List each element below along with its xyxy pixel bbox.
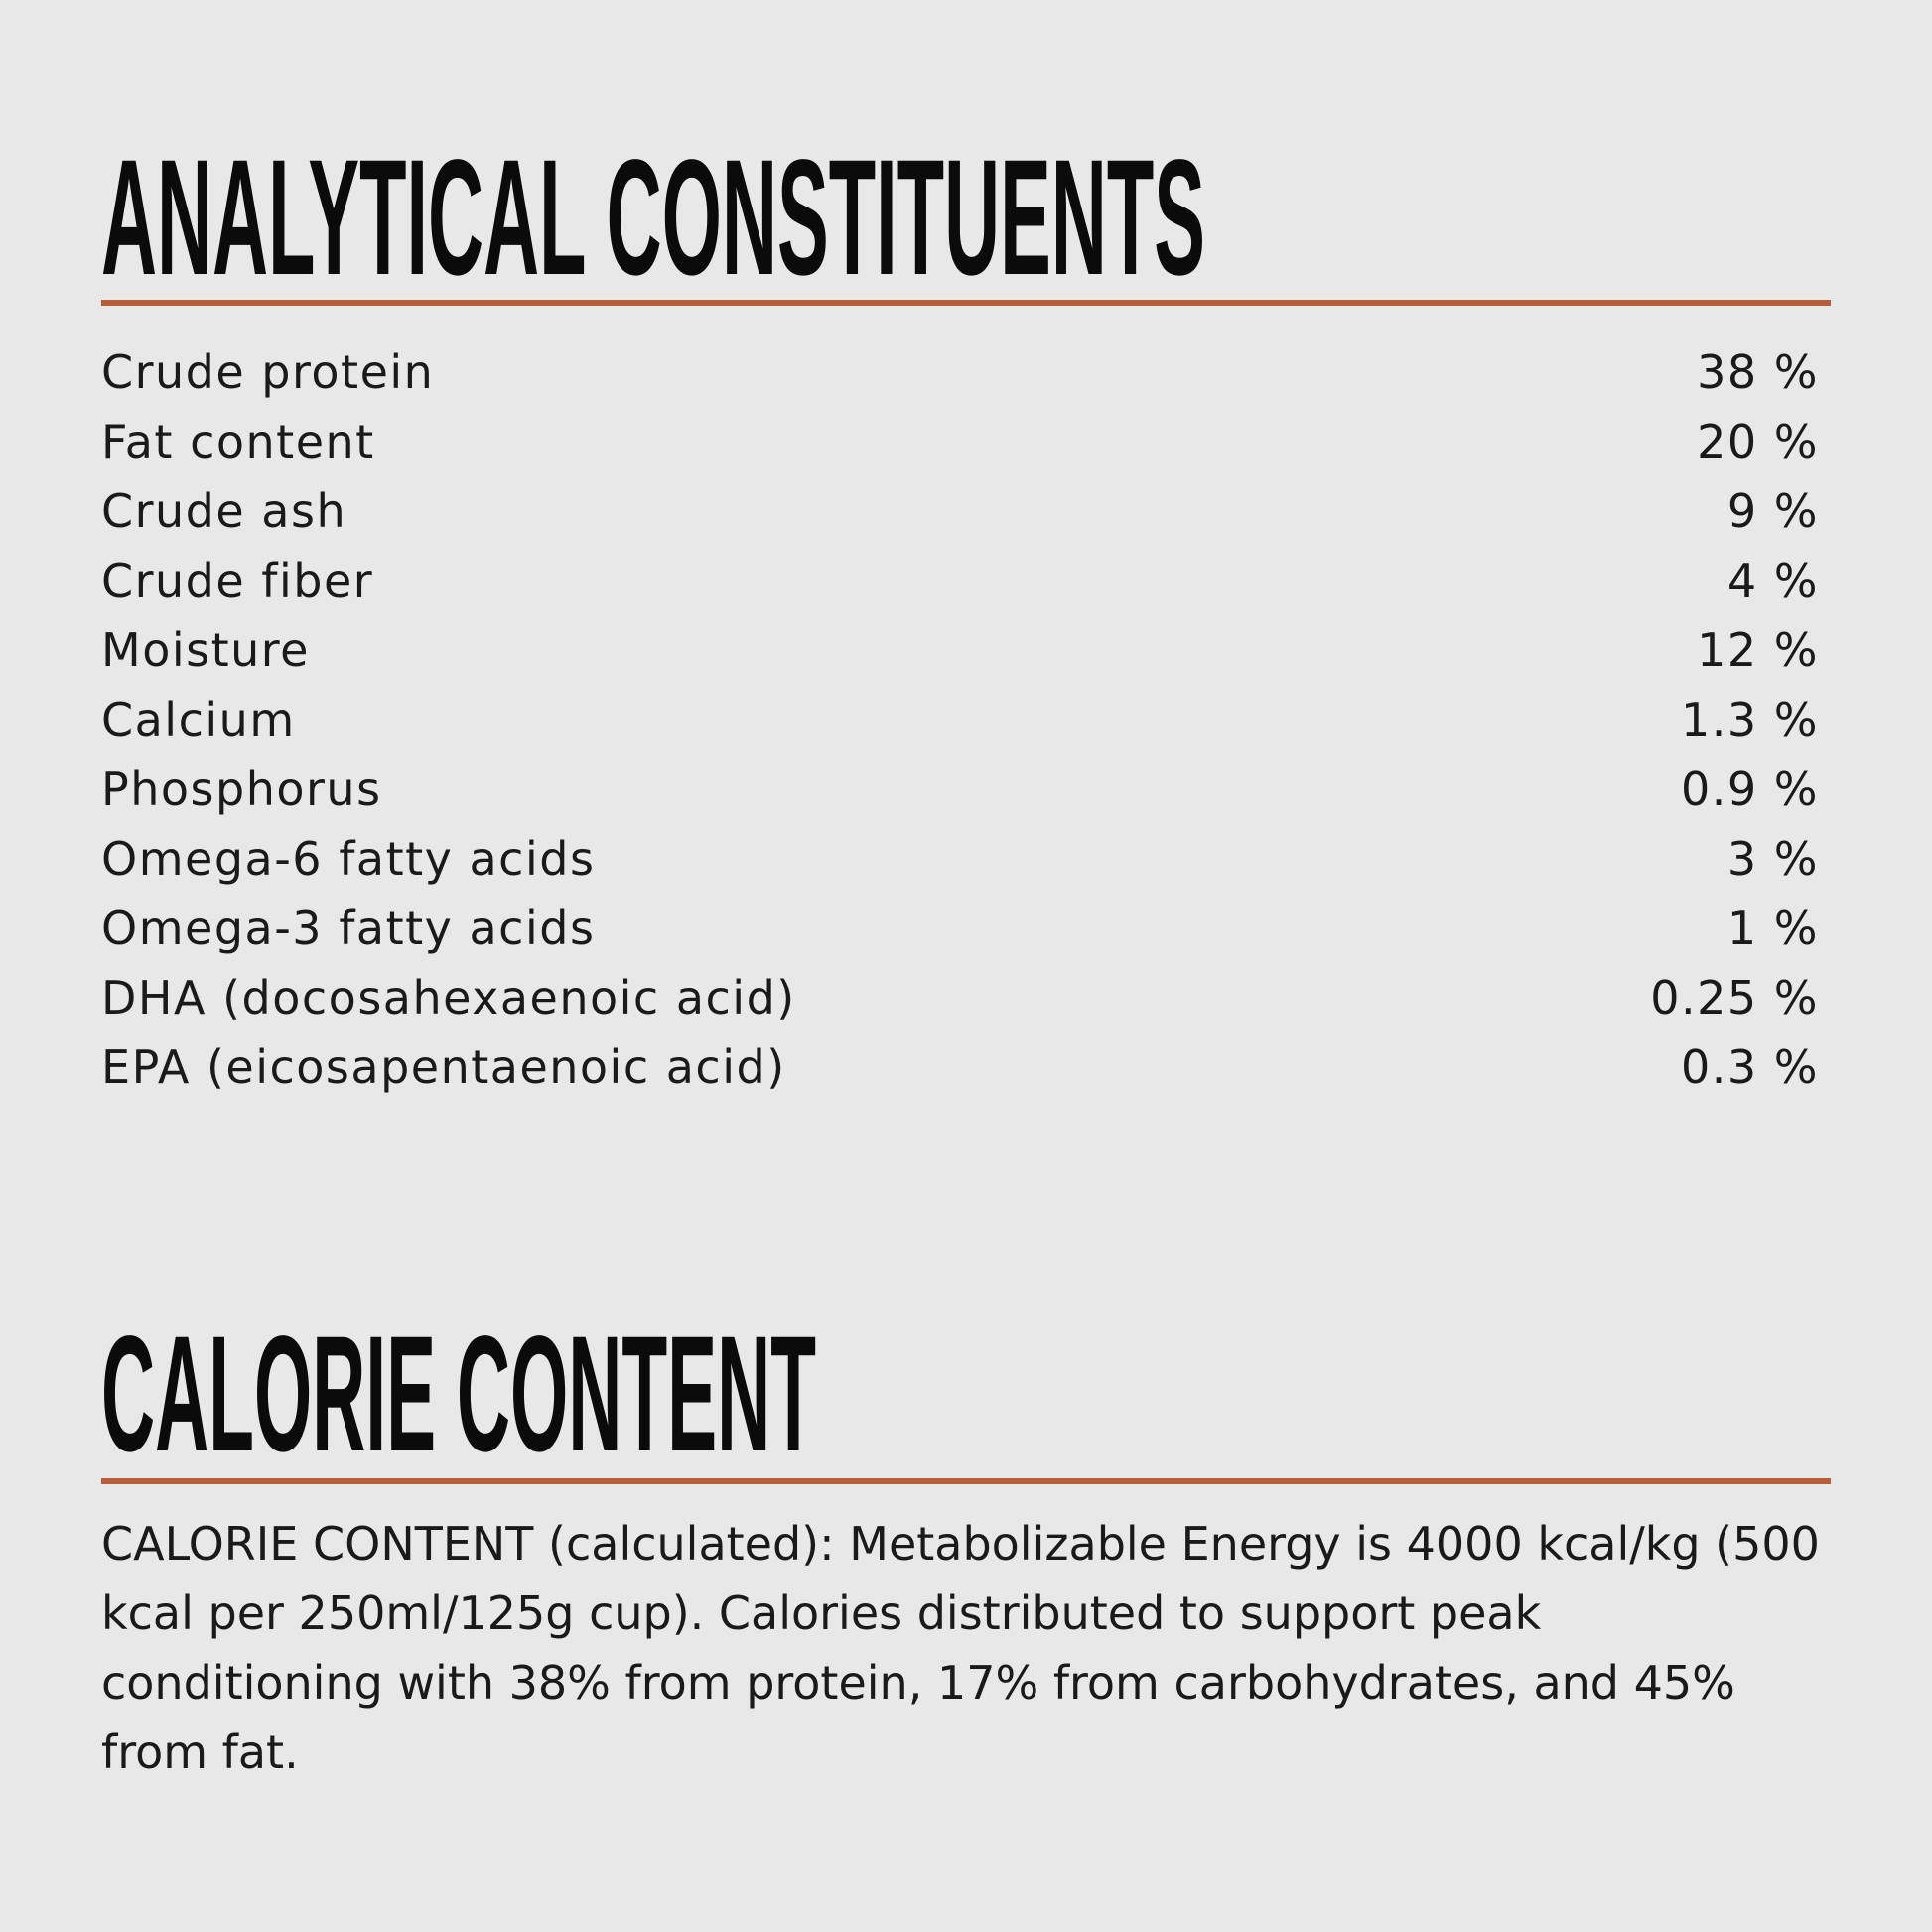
constituent-name: Omega-6 fatty acids — [101, 832, 595, 886]
constituent-value: 0.3 % — [1681, 1040, 1819, 1094]
constituent-value: 0.9 % — [1681, 762, 1819, 816]
constituent-name: Fat content — [101, 415, 375, 469]
constituents-table: Crude protein 38 % Fat content 20 % Crude as… — [101, 345, 1819, 1094]
constituent-value: 1.3 % — [1681, 693, 1819, 747]
constituent-value: 9 % — [1727, 484, 1819, 538]
constituent-value: 12 % — [1697, 623, 1819, 677]
constituent-name: DHA (docosahexaenoic acid) — [101, 971, 796, 1025]
constituent-name: Calcium — [101, 693, 296, 747]
constituent-value: 20 % — [1697, 415, 1819, 469]
divider — [101, 300, 1831, 306]
divider — [101, 1478, 1831, 1484]
constituent-value: 0.25 % — [1650, 971, 1819, 1025]
constituent-value: 4 % — [1727, 554, 1819, 608]
constituent-name: Phosphorus — [101, 762, 382, 816]
constituent-name: Crude protein — [101, 345, 434, 399]
constituent-value: 38 % — [1697, 345, 1819, 399]
constituent-name: EPA (eicosapentaenoic acid) — [101, 1040, 786, 1094]
constituent-name: Crude fiber — [101, 554, 373, 608]
section-title: ANALYTICAL CONSTITUENTS — [101, 126, 1205, 310]
constituent-name: Crude ash — [101, 484, 346, 538]
calorie-text: CALORIE CONTENT (calculated): Metaboliza… — [101, 1517, 1820, 1779]
constituent-value: 1 % — [1727, 901, 1819, 955]
constituent-name: Moisture — [101, 623, 310, 677]
section-title: CALORIE CONTENT — [101, 1303, 816, 1486]
constituent-value: 3 % — [1727, 832, 1819, 886]
constituent-name: Omega-3 fatty acids — [101, 901, 595, 955]
